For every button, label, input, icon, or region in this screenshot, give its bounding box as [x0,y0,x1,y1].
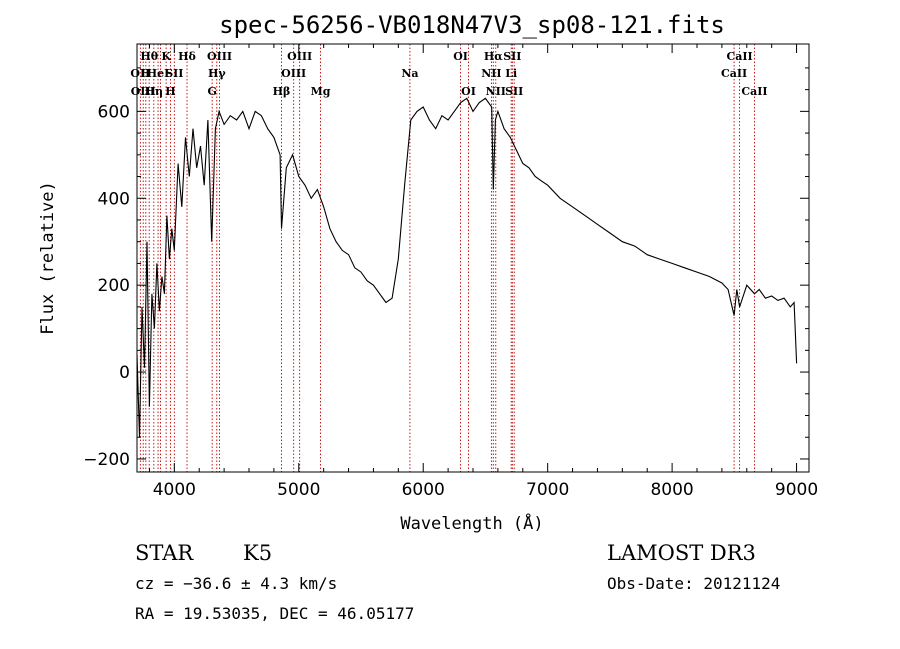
line-marker-label: CaII [741,85,767,98]
object-class: STAR [135,541,194,565]
line-marker-label: K [161,50,171,63]
line-marker-label: OIII [207,50,232,63]
line-marker-label: OII [130,67,150,80]
line-marker-label: OI [461,85,476,98]
spectrum-line [136,97,798,438]
line-marker-label: Hη [145,85,163,98]
line-marker-label: Na [401,67,418,80]
line-marker-label: HeI [147,67,170,80]
plot-frame [136,43,810,473]
line-marker-label: NII [481,67,501,80]
line-marker-label: Hγ [208,67,226,80]
line-marker-label: OI [453,50,468,63]
y-tick-label: 0 [119,363,130,383]
line-marker-label: OIII [281,67,306,80]
chart-title: spec-56256-VB018N47V3_sp08-121.fits [219,11,725,39]
line-marker-label: CaII [726,50,752,63]
line-marker-label: G [207,85,216,98]
line-marker-label: Hδ [178,50,196,63]
x-tick-label: 7000 [526,480,569,500]
line-marker-label: SII [165,67,183,80]
redshift-velocity: cz = −36.6 ± 4.3 km/s [135,574,337,593]
line-marker-label: Mg [311,85,331,98]
x-tick-label: 5000 [277,480,320,500]
line-marker-label: H [165,85,175,98]
x-axis-ticks: 4000 5000 6000 7000 8000 9000 [148,44,818,500]
line-marker-label: Hα [484,50,503,63]
line-marker-label: OIII [287,50,312,63]
line-marker-label: NII [486,85,506,98]
object-subclass: K5 [243,541,272,565]
line-marker-label: CaII [721,67,747,80]
survey-name: LAMOST DR3 [607,541,756,565]
y-axis-ticks: −200 0 200 400 600 [83,67,809,470]
line-marker-label: Li [505,67,517,80]
line-markers [139,44,755,472]
y-tick-label: 200 [98,276,130,296]
x-tick-label: 6000 [402,480,445,500]
y-tick-label: 600 [98,102,130,122]
ra-dec-coordinates: RA = 19.53035, DEC = 46.05177 [135,604,414,623]
x-tick-label: 9000 [775,480,818,500]
line-marker-label: Hβ [273,85,291,98]
x-tick-label: 8000 [650,480,693,500]
line-marker-label: SII [503,50,521,63]
x-axis-label: Wavelength (Å) [400,512,543,534]
line-marker-label: SII [505,85,523,98]
line-marker-label: Hθ [140,50,158,63]
y-axis-label: Flux (relative) [38,181,58,335]
line-marker-labels: OIIOIIIHHθHηHeIKHSIIHδGHγOIIIHβOIIIOIIIM… [130,50,767,98]
line-marker-label: H [141,67,151,80]
observation-date: Obs-Date: 20121124 [607,574,780,593]
x-tick-label: 4000 [153,480,196,500]
y-tick-label: −200 [83,450,130,470]
y-tick-label: 400 [98,189,130,209]
